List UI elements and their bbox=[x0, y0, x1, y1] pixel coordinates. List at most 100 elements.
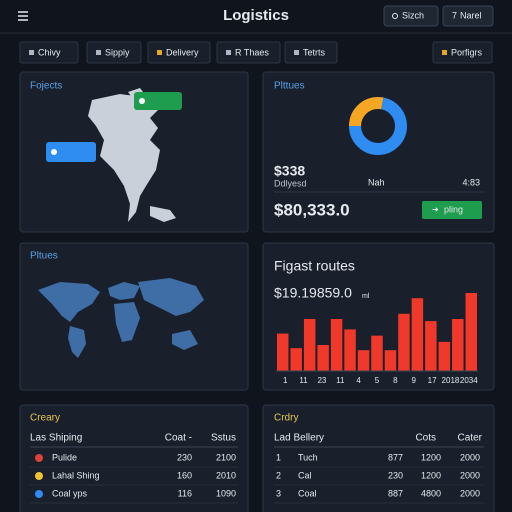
panel-title: Plttues bbox=[274, 81, 305, 92]
x-label: 11 bbox=[299, 376, 308, 385]
table-cell: 3 bbox=[276, 488, 281, 498]
bar bbox=[371, 335, 383, 371]
tab-label: Sippiy bbox=[105, 47, 130, 57]
x-label: 9 bbox=[412, 376, 417, 385]
tab-label: Tetrts bbox=[303, 47, 326, 57]
bar bbox=[452, 319, 464, 371]
tab[interactable] bbox=[284, 41, 338, 64]
bar bbox=[425, 321, 437, 371]
action-button[interactable] bbox=[422, 201, 482, 219]
table-cell: 2100 bbox=[216, 452, 236, 462]
routes-unit: ml bbox=[362, 293, 370, 300]
bar bbox=[317, 345, 329, 371]
bar-chart: 1 11 23 11 4 5 8 9 17 2018 2034 bbox=[276, 293, 478, 385]
table-cell: 877 bbox=[388, 452, 403, 462]
panel-label: Narel bbox=[460, 10, 482, 20]
table-cell: 160 bbox=[177, 470, 192, 480]
x-label: 2034 bbox=[460, 376, 478, 385]
table-cell: Cal bbox=[298, 470, 312, 480]
menu-icon[interactable] bbox=[18, 11, 28, 21]
button-label: pling bbox=[444, 204, 463, 214]
column-header[interactable]: Cots bbox=[415, 433, 436, 444]
left-table: Las Shiping Coat - Sstus Pulide 230 2100 Lahal… bbox=[30, 433, 238, 504]
column-header[interactable]: Coat - bbox=[165, 433, 192, 444]
table-cell: 116 bbox=[178, 488, 192, 498]
x-label: 23 bbox=[317, 376, 326, 385]
search-icon bbox=[392, 13, 398, 19]
badge-icon bbox=[51, 149, 57, 155]
panel-button[interactable] bbox=[442, 5, 494, 27]
x-label: 1 bbox=[283, 376, 288, 385]
column-header[interactable]: Las Shiping bbox=[30, 433, 82, 444]
table-cell: 2000 bbox=[460, 488, 480, 498]
bar bbox=[277, 333, 289, 371]
tab-label: Porfigrs bbox=[451, 47, 483, 57]
panel-title: Pltues bbox=[30, 251, 58, 262]
column-header[interactable]: Cater bbox=[458, 433, 483, 444]
routes-amount: $19.19859.0 bbox=[274, 285, 352, 301]
status-dot bbox=[35, 454, 43, 462]
table-cell: Pulide bbox=[52, 452, 77, 462]
x-label: 2018 bbox=[442, 376, 460, 385]
world-map bbox=[38, 278, 204, 358]
tab-label: Delivery bbox=[166, 47, 199, 57]
tab-icon bbox=[442, 50, 447, 55]
bar bbox=[465, 293, 477, 371]
badge-icon bbox=[139, 98, 145, 104]
tab-label: R Thaes bbox=[235, 47, 269, 57]
tab[interactable] bbox=[147, 41, 211, 64]
total-value: $80,333.0 bbox=[274, 200, 350, 219]
bar bbox=[303, 319, 316, 371]
bar bbox=[411, 298, 424, 371]
table-cell: 230 bbox=[388, 470, 403, 480]
table-cell: 4800 bbox=[421, 488, 441, 498]
bar bbox=[357, 350, 370, 371]
map-badge-green[interactable] bbox=[134, 92, 182, 110]
right-table: Lad Bellery Cots Cater 1 Tuch 877 1200 2000 2 Cal… bbox=[274, 433, 484, 504]
table-cell: Tuch bbox=[298, 452, 318, 462]
bar bbox=[398, 313, 410, 371]
status-dot bbox=[35, 490, 43, 498]
column-header[interactable]: Lad Bellery bbox=[274, 433, 324, 444]
table-cell: 2010 bbox=[216, 470, 236, 480]
tab[interactable] bbox=[216, 41, 281, 64]
bar bbox=[384, 350, 397, 371]
donut-chart bbox=[349, 97, 407, 155]
search-button[interactable] bbox=[383, 5, 439, 27]
tab[interactable] bbox=[19, 41, 79, 64]
tab-icon bbox=[226, 50, 231, 55]
button-icon: ➜ bbox=[432, 205, 439, 214]
table-cell: 887 bbox=[388, 488, 403, 498]
tab[interactable] bbox=[86, 41, 142, 64]
map-badge-blue[interactable] bbox=[46, 142, 96, 162]
donut-segment bbox=[349, 97, 407, 155]
tab-label: Chivy bbox=[38, 47, 61, 57]
x-label: 5 bbox=[375, 376, 380, 385]
small-label: Ddlyesd bbox=[274, 178, 307, 188]
tab-icon bbox=[96, 50, 101, 55]
panel-title: Creary bbox=[30, 413, 60, 424]
app-title: Logistics bbox=[223, 7, 289, 24]
table-cell: 1 bbox=[276, 452, 281, 462]
routes-title: Figast routes bbox=[274, 258, 355, 274]
panel-icon: 7 bbox=[452, 10, 457, 20]
bar bbox=[330, 319, 343, 371]
status-dot bbox=[35, 472, 43, 480]
column-header[interactable]: Sstus bbox=[211, 433, 236, 444]
table-cell: Coal yps bbox=[52, 488, 88, 498]
tab[interactable] bbox=[432, 41, 493, 64]
table-cell: Lahal Shing bbox=[52, 470, 100, 480]
bar bbox=[290, 348, 302, 371]
table-cell: 1200 bbox=[421, 470, 441, 480]
x-label: 4 bbox=[356, 376, 361, 385]
search-label: Sizch bbox=[402, 10, 424, 20]
tab-icon bbox=[29, 50, 34, 55]
bar bbox=[344, 329, 356, 371]
panel-title: Crdry bbox=[274, 413, 298, 424]
table-cell: 2 bbox=[276, 470, 281, 480]
table-cell: 2000 bbox=[460, 470, 480, 480]
table-cell: 1200 bbox=[421, 452, 441, 462]
table-cell: Coal bbox=[298, 488, 317, 498]
small-value: $338 bbox=[274, 163, 305, 179]
